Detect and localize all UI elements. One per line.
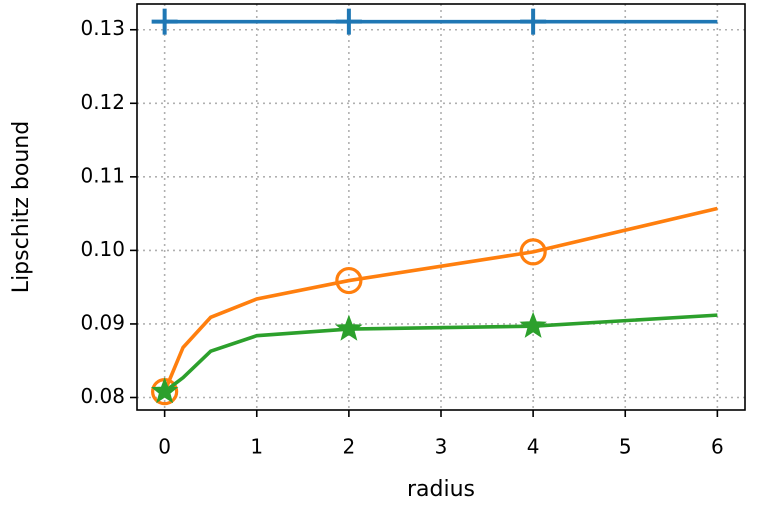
- marker: [520, 8, 547, 35]
- marker: [335, 266, 363, 295]
- x-axis-label: radius: [407, 477, 475, 502]
- x-tick-label: 0: [158, 435, 171, 459]
- y-tick-label: 0.10: [80, 237, 125, 261]
- y-tick-label: 0.11: [80, 163, 125, 187]
- marker: [151, 8, 178, 35]
- series-line: [162, 206, 718, 393]
- marker: [335, 314, 363, 341]
- x-tick-label: 3: [435, 435, 448, 459]
- marker: [335, 8, 362, 35]
- y-axis-label: Lipschitz bound: [9, 121, 34, 293]
- y-tick-label: 0.09: [80, 310, 125, 334]
- y-tick-label: 0.12: [80, 90, 125, 114]
- x-tick-label: 4: [527, 435, 540, 459]
- marker: [519, 311, 547, 338]
- y-tick-label: 0.13: [80, 16, 125, 40]
- marker: [150, 377, 179, 404]
- plot-frame: [136, 3, 746, 411]
- marker: [519, 238, 547, 266]
- y-tick-label: 0.08: [80, 384, 125, 408]
- x-tick-label: 1: [250, 435, 263, 459]
- x-tick-label: 5: [619, 435, 632, 459]
- x-tick-label: 6: [711, 435, 724, 459]
- x-tick-label: 2: [343, 435, 356, 459]
